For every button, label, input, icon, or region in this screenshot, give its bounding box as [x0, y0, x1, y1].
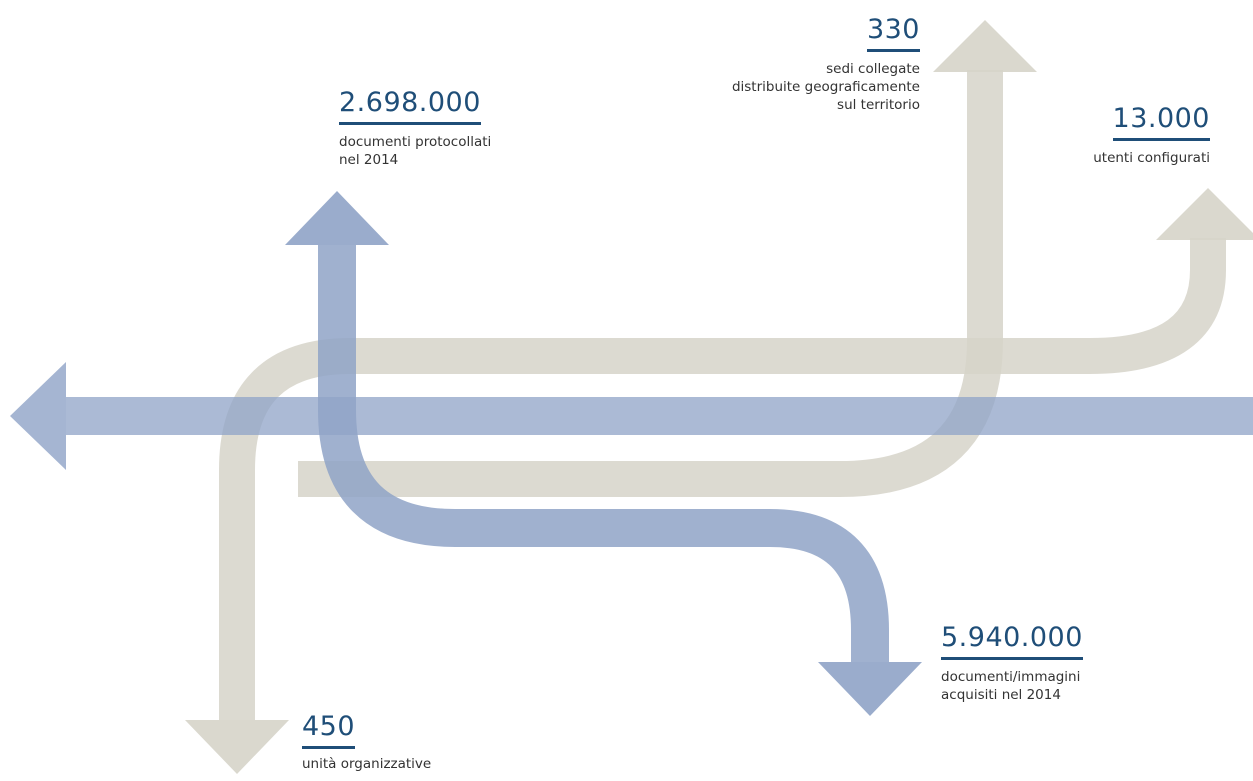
- desc-line: sedi collegate: [826, 60, 920, 77]
- stat-description: unità organizzative: [302, 755, 431, 773]
- stat-value: 330: [866, 15, 920, 52]
- arrow-head-left: [10, 362, 66, 470]
- desc-line: distribuite geograficamente: [731, 78, 920, 95]
- desc-line: nel 2014: [339, 151, 399, 168]
- stat-value: 2.698.000: [339, 88, 481, 125]
- stat-documents-acquired: 5.940.000 documenti/immagini acquisiti n…: [941, 623, 1083, 704]
- stat-linked-sites: 330 sedi collegate distribuite geografic…: [732, 15, 920, 114]
- stat-documents-registered: 2.698.000 documenti protocollati nel 201…: [339, 88, 491, 169]
- arrow-head-up-grey-330: [933, 20, 1037, 72]
- stat-value: 13.000: [1112, 104, 1210, 141]
- stat-value: 5.940.000: [941, 623, 1083, 660]
- stat-description: sedi collegate distribuite geograficamen…: [732, 60, 920, 114]
- arrow-head-up-blue: [285, 191, 389, 245]
- stat-description: documenti protocollati nel 2014: [339, 133, 491, 169]
- desc-line: utenti configurati: [1093, 149, 1210, 166]
- arrow-head-down-grey: [185, 720, 289, 774]
- stat-description: utenti configurati: [1093, 149, 1210, 167]
- arrow-head-up-grey-13000: [1156, 188, 1253, 240]
- desc-line: unità organizzative: [302, 755, 432, 772]
- stat-organizational-units: 450 unità organizzative: [302, 712, 431, 773]
- desc-line: sul territorio: [837, 96, 920, 113]
- desc-line: documenti protocollati: [339, 133, 492, 150]
- stat-value: 450: [302, 712, 356, 749]
- blue-arrow-curve-shaft: [318, 245, 889, 662]
- desc-line: documenti/immagini: [941, 668, 1081, 685]
- stat-configured-users: 13.000 utenti configurati: [1093, 104, 1210, 167]
- stat-description: documenti/immagini acquisiti nel 2014: [941, 668, 1083, 704]
- desc-line: acquisiti nel 2014: [941, 686, 1061, 703]
- arrow-head-down-blue: [818, 662, 922, 716]
